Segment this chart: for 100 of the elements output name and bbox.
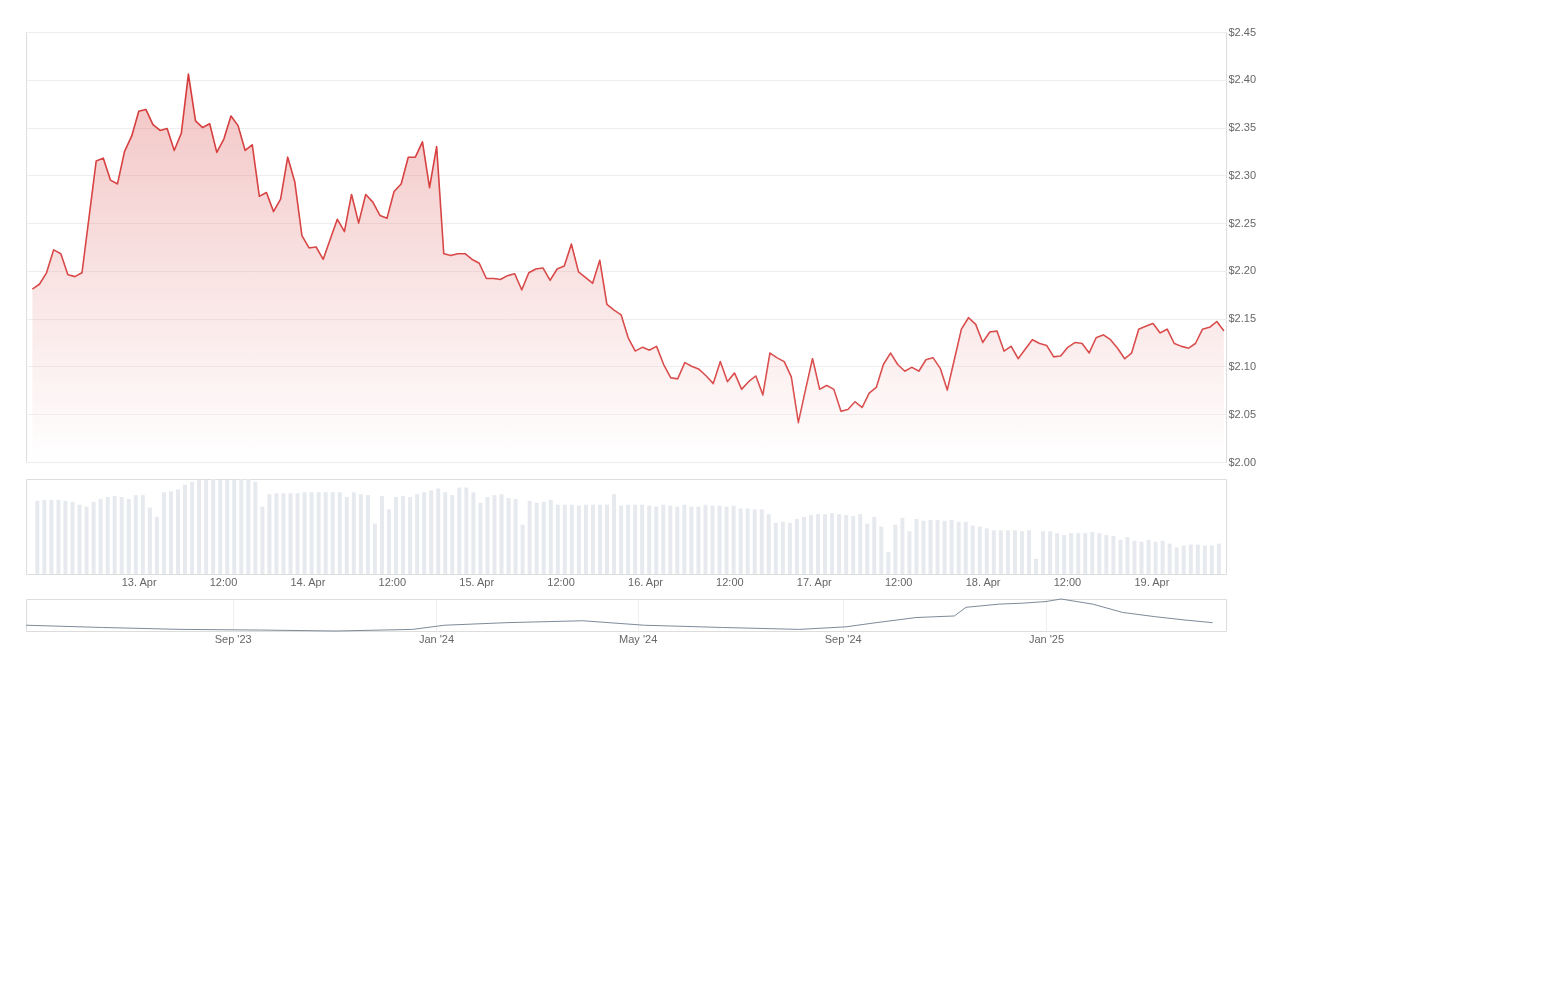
bar (661, 504, 666, 574)
bar (576, 505, 581, 574)
bar (858, 514, 863, 574)
bar (689, 506, 694, 574)
bar (555, 504, 560, 574)
bar (56, 499, 61, 574)
bar (450, 495, 455, 574)
bar (464, 487, 469, 574)
bar (794, 518, 799, 574)
bar (724, 506, 729, 574)
bar (970, 525, 975, 574)
bar (710, 505, 715, 574)
bar (77, 504, 82, 574)
bar (91, 501, 96, 574)
bar (527, 500, 532, 574)
x-tick-label: 16. Apr (628, 575, 664, 588)
bar (597, 504, 602, 574)
x-tick-label: Jan '25 (1028, 632, 1065, 645)
bar (647, 505, 652, 574)
bar (506, 498, 511, 574)
bar (801, 517, 806, 574)
bar (288, 493, 293, 574)
bar (408, 497, 413, 574)
bar (147, 507, 152, 574)
x-tick-label: 17. Apr (796, 575, 833, 588)
bar (907, 531, 912, 574)
bar (914, 518, 919, 574)
bar (640, 504, 645, 574)
bar (394, 497, 399, 574)
bar (633, 504, 638, 574)
bar (436, 488, 441, 574)
bar (921, 520, 926, 574)
bar (175, 489, 180, 574)
bar (1019, 531, 1024, 574)
bar (1167, 543, 1172, 574)
bar (443, 492, 448, 574)
bar (844, 515, 849, 574)
bar (190, 481, 195, 574)
bar (1146, 539, 1151, 574)
bar (154, 517, 159, 574)
bar (429, 490, 434, 574)
x-tick-label: 12:00 (716, 575, 744, 588)
bar (1111, 536, 1116, 574)
bar (386, 509, 391, 574)
x-tick-label: Sep '24 (824, 632, 862, 645)
bar (98, 498, 103, 574)
bar (478, 502, 483, 574)
bar (260, 506, 265, 574)
bar (197, 479, 202, 574)
bar (1062, 535, 1067, 574)
bar (140, 495, 145, 574)
bar (232, 479, 237, 574)
y-tick-label: $2.45 (1228, 25, 1257, 38)
bar (1132, 540, 1137, 574)
bar (330, 492, 335, 574)
bar (126, 498, 131, 574)
bar (991, 530, 996, 574)
x-tick-label: 18. Apr (965, 575, 1001, 588)
bar (316, 492, 321, 574)
bar (372, 523, 377, 574)
bar (682, 504, 687, 574)
bar (1005, 530, 1010, 574)
y-tick-label: $2.20 (1228, 264, 1257, 277)
bar (457, 487, 462, 574)
bar (161, 492, 166, 574)
y-tick-label: $2.05 (1228, 407, 1257, 420)
bar (562, 504, 567, 574)
bar (1174, 547, 1179, 574)
y-tick-label: $2.15 (1228, 312, 1257, 325)
bar (956, 521, 961, 574)
bar (133, 495, 138, 574)
bar (105, 497, 110, 574)
x-tick-label: 12:00 (378, 575, 407, 588)
bar (766, 514, 771, 574)
bar (84, 506, 89, 574)
x-tick-label: 12:00 (547, 575, 575, 588)
bar (935, 519, 940, 574)
bar (1195, 544, 1200, 574)
x-tick-label: Jan '24 (418, 632, 455, 645)
bar (830, 513, 835, 574)
bar (612, 494, 617, 574)
bar (1216, 543, 1221, 574)
bar (183, 484, 188, 574)
bar (942, 520, 947, 574)
x-tick-label: 14. Apr (290, 575, 326, 588)
bar (1153, 541, 1158, 574)
bar (323, 492, 328, 574)
y-tick-label: $2.35 (1228, 121, 1257, 134)
bar (605, 504, 610, 574)
bar (1181, 545, 1186, 574)
bar (928, 519, 933, 574)
bar (717, 505, 722, 574)
bar (401, 496, 406, 574)
bar (998, 530, 1003, 574)
x-tick-label: 12:00 (209, 575, 238, 588)
x-tick-label: 12:00 (884, 575, 913, 588)
bar (365, 495, 370, 574)
bar (471, 492, 476, 574)
bar (70, 501, 75, 574)
bar (893, 524, 898, 574)
